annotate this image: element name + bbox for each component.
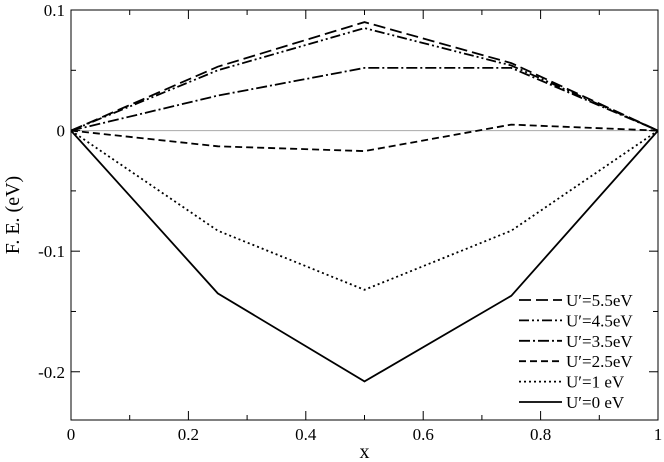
series-line-4: [70, 123, 659, 153]
x-tick-label: 0.6: [413, 425, 434, 444]
series-line-3: [70, 67, 659, 132]
legend-label-3: U′=3.5eV: [566, 332, 633, 351]
x-tick-label: 0: [67, 425, 76, 444]
legend-label-6: U′=0 eV: [566, 393, 625, 412]
x-tick-label: 0.2: [178, 425, 199, 444]
legend-label-5: U′=1 eV: [566, 373, 625, 392]
series-line-6: [70, 129, 659, 383]
legend-label-4: U′=2.5eV: [566, 352, 633, 371]
x-tick-label: 0.4: [295, 425, 317, 444]
series-line-5: [70, 129, 659, 291]
y-tick-label: 0: [57, 122, 66, 141]
x-tick-label: 0.8: [530, 425, 551, 444]
y-tick-label: 0.1: [44, 1, 65, 20]
series-line-2: [70, 27, 659, 132]
x-axis-label: x: [360, 441, 370, 462]
y-axis-label: F. E. (eV): [2, 176, 24, 254]
x-tick-label: 1: [654, 425, 663, 444]
legend-label-1: U′=5.5eV: [566, 291, 633, 310]
series-line-1: [70, 21, 659, 132]
y-tick-label: -0.2: [38, 363, 65, 382]
y-tick-label: -0.1: [38, 242, 65, 261]
legend-label-2: U′=4.5eV: [566, 311, 633, 330]
